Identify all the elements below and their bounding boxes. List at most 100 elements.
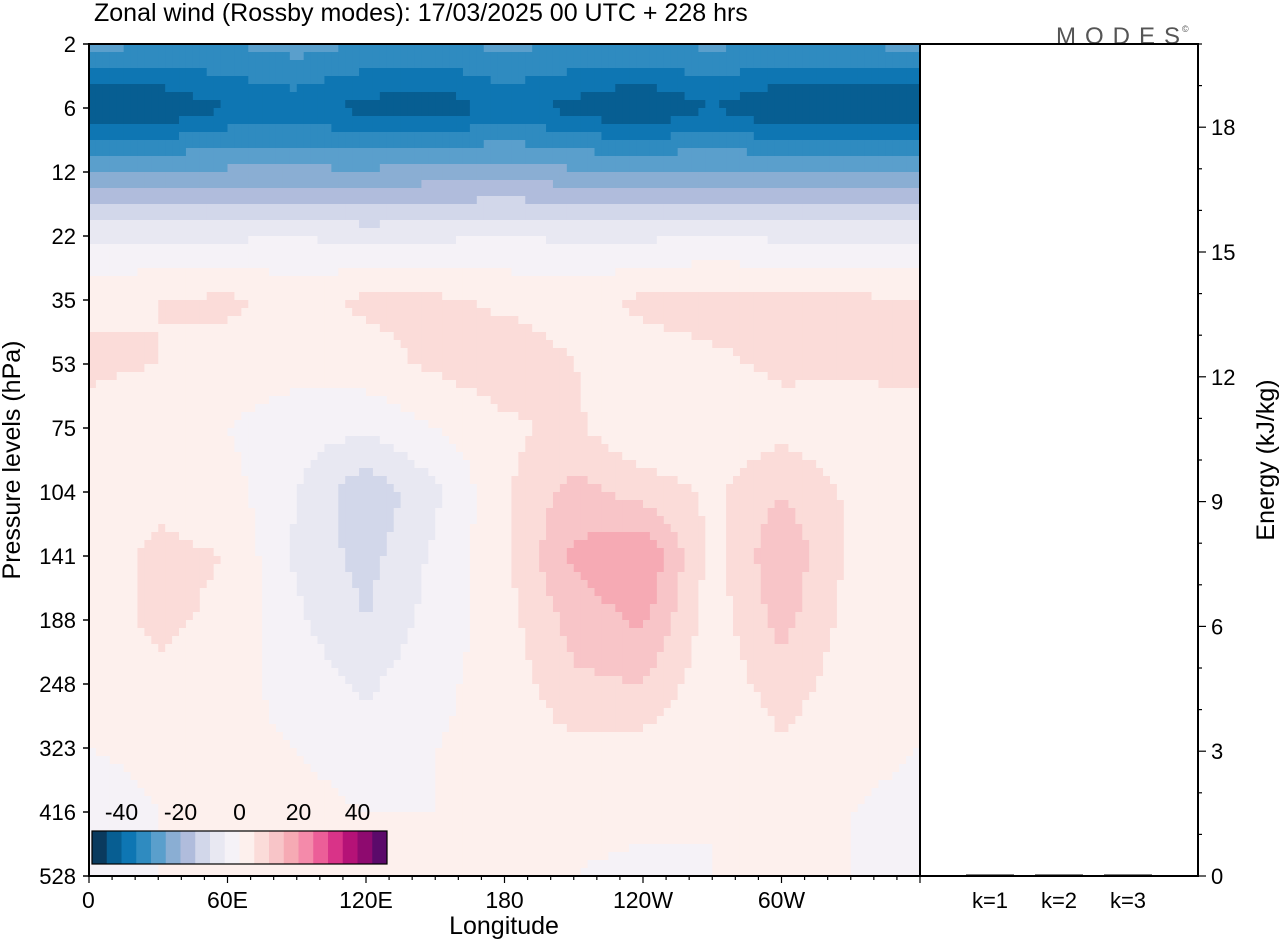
heatmap-cell (712, 284, 720, 293)
heatmap-cell (248, 76, 256, 85)
heatmap-cell (539, 84, 547, 93)
heatmap-cell (539, 44, 547, 53)
heatmap-cell (705, 164, 713, 173)
heatmap-cell (663, 268, 672, 277)
heatmap-cell (795, 220, 803, 229)
heatmap-cell (282, 236, 291, 245)
heatmap-cell (615, 124, 623, 133)
heatmap-cell (137, 276, 145, 285)
heatmap-cell (241, 268, 249, 277)
heatmap-cell (546, 228, 554, 237)
heatmap-cell (282, 172, 291, 181)
heatmap-cell (497, 356, 506, 365)
heatmap-cell (248, 132, 256, 141)
heatmap-cell (899, 180, 907, 189)
heatmap-cell (733, 124, 741, 133)
heatmap-cell (878, 340, 886, 349)
heatmap-cell (206, 300, 215, 309)
heatmap-cell (878, 76, 886, 85)
heatmap-cell (144, 324, 152, 333)
heatmap-cell (781, 68, 790, 77)
heatmap-cell (753, 92, 762, 101)
heatmap-cell (608, 292, 616, 301)
heatmap-cell (345, 228, 353, 237)
heatmap-cell (636, 220, 644, 229)
heatmap-cell (317, 356, 326, 365)
heatmap-cell (795, 44, 803, 53)
heatmap-cell (262, 260, 270, 269)
heatmap-cell (587, 204, 596, 213)
heatmap-cell (428, 164, 436, 173)
heatmap-cell (649, 332, 658, 341)
heatmap-cell (165, 300, 173, 309)
heatmap-cell (386, 228, 395, 237)
heatmap-cell (767, 276, 776, 285)
heatmap-cell (331, 244, 339, 253)
heatmap-cell (172, 108, 180, 117)
heatmap-cell (421, 364, 429, 373)
heatmap-cell (843, 204, 852, 213)
heatmap-cell (788, 348, 796, 357)
heatmap-cell (795, 348, 803, 357)
heatmap-cell (123, 220, 132, 229)
heatmap-cell (899, 236, 907, 245)
heatmap-cell (109, 68, 118, 77)
heatmap-cell (185, 276, 194, 285)
heatmap-cell (857, 300, 866, 309)
heatmap-cell (864, 276, 873, 285)
heatmap-cell (656, 316, 665, 325)
heatmap-cell (878, 60, 886, 69)
heatmap-cell (206, 172, 215, 181)
heatmap-cell (767, 348, 776, 357)
heatmap-cell (587, 348, 596, 357)
heatmap-cell (345, 356, 353, 365)
heatmap-cell (539, 92, 547, 101)
heatmap-cell (504, 348, 513, 357)
heatmap-cell (684, 84, 693, 93)
heatmap-cell (816, 196, 824, 205)
heatmap-cell (511, 364, 519, 373)
heatmap-cell (227, 84, 236, 93)
heatmap-cell (206, 76, 215, 85)
heatmap-cell (462, 164, 471, 173)
heatmap-cell (144, 364, 152, 373)
heatmap-cell (753, 348, 762, 357)
heatmap-cell (684, 236, 693, 245)
heatmap-cell (407, 84, 416, 93)
heatmap-cell (483, 148, 492, 157)
heatmap-cell (795, 276, 803, 285)
heatmap-cell (601, 172, 609, 181)
heatmap-cell (656, 300, 665, 309)
heatmap-cell (151, 172, 159, 181)
heatmap-cell (518, 52, 526, 61)
heatmap-cell (386, 308, 395, 317)
heatmap-cell (137, 300, 145, 309)
heatmap-cell (726, 52, 734, 61)
heatmap-cell (871, 108, 880, 117)
heatmap-cell (206, 68, 215, 77)
heatmap-cell (213, 364, 222, 373)
heatmap-cell (525, 260, 533, 269)
heatmap-cell (462, 180, 471, 189)
heatmap-cell (788, 324, 796, 333)
heatmap-cell (497, 52, 506, 61)
heatmap-cell (774, 180, 783, 189)
heatmap-cell (850, 60, 859, 69)
heatmap-cell (483, 340, 492, 349)
heatmap-cell (130, 300, 139, 309)
heatmap-cell (899, 356, 907, 365)
heatmap-cell (864, 124, 873, 133)
heatmap-cell (456, 140, 464, 149)
heatmap-cell (234, 164, 242, 173)
heatmap-cell (165, 140, 173, 149)
heatmap-cell (185, 204, 194, 213)
heatmap-cell (386, 92, 395, 101)
heatmap-cell (262, 108, 270, 117)
heatmap-cell (303, 108, 312, 117)
heatmap-cell (684, 204, 693, 213)
heatmap-cell (296, 220, 305, 229)
heatmap-cell (760, 100, 769, 109)
heatmap-cell (199, 196, 208, 205)
heatmap-cell (158, 364, 166, 373)
heatmap-cell (179, 324, 187, 333)
